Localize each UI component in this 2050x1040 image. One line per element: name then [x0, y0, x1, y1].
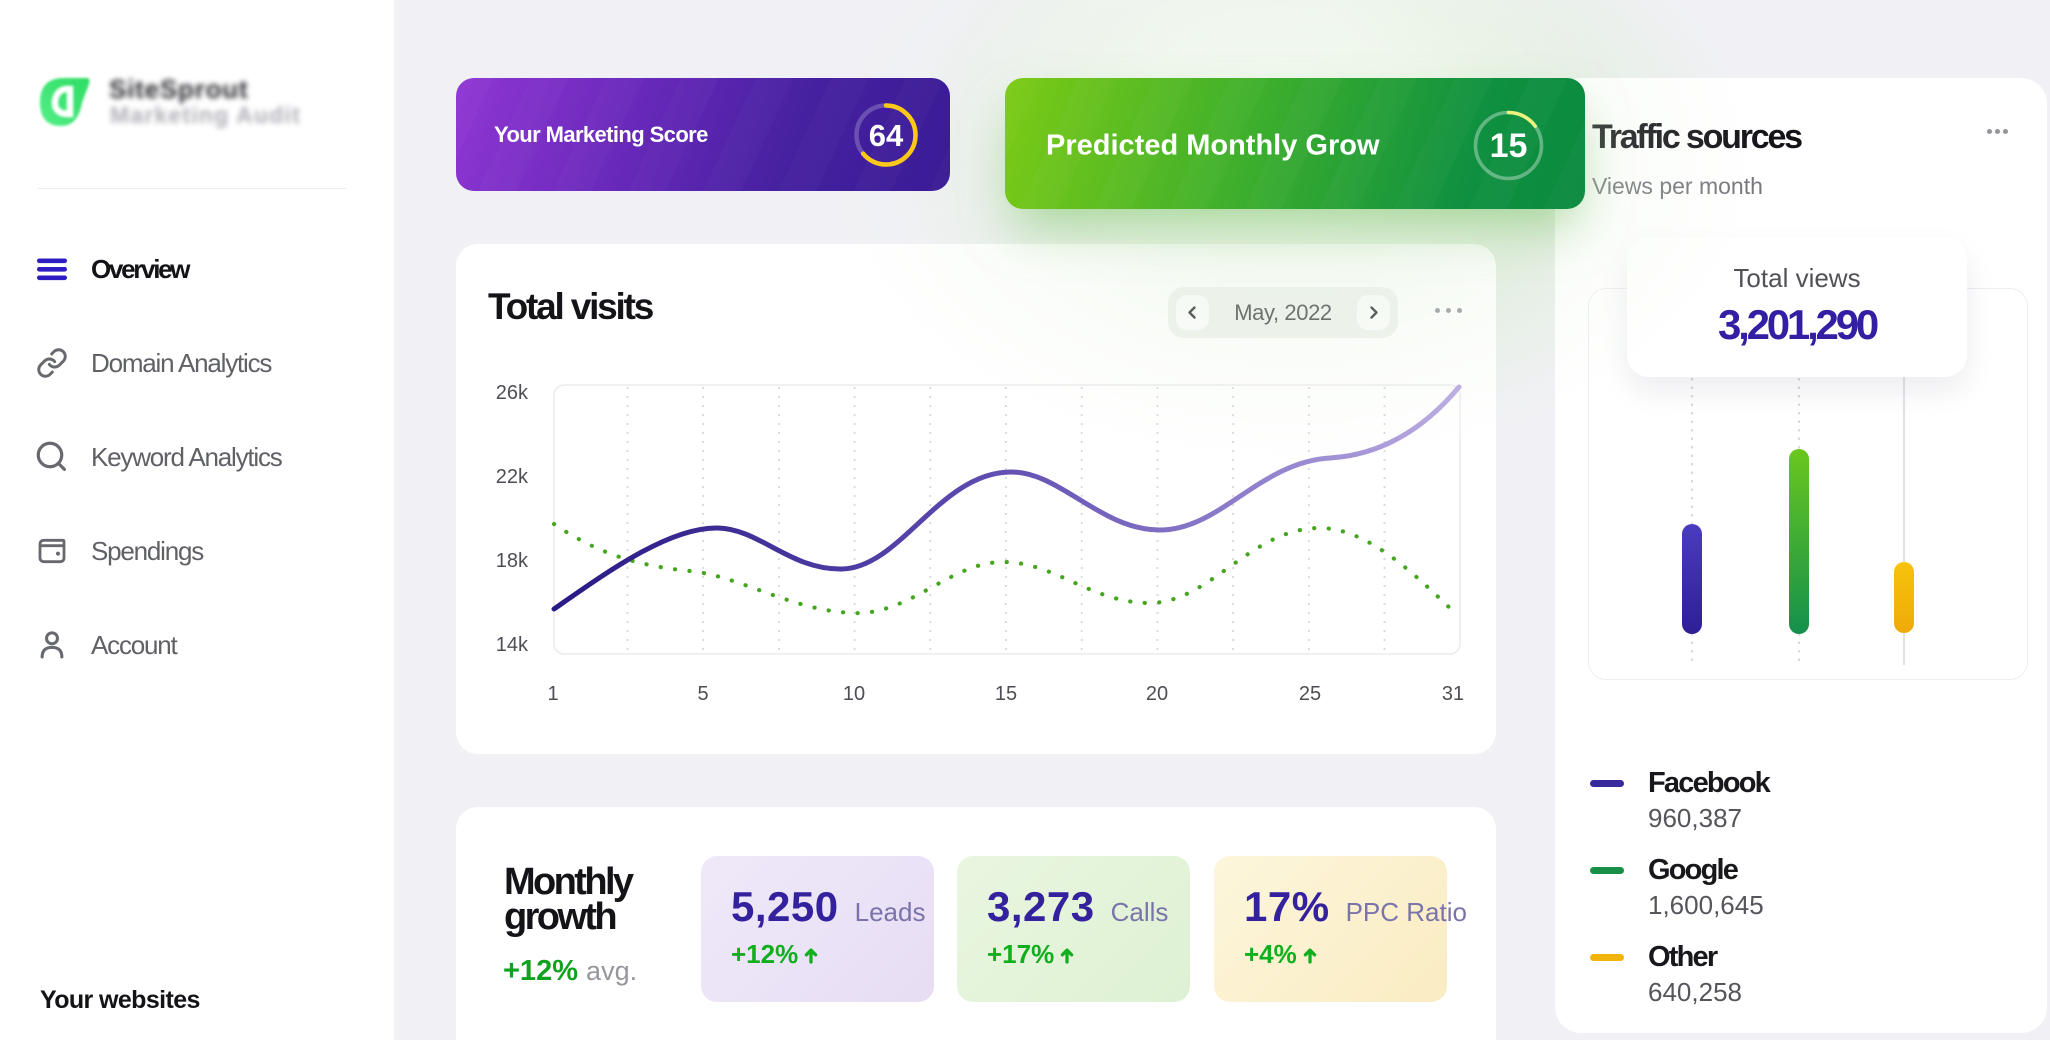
svg-text:20: 20 [1146, 683, 1168, 705]
svg-text:64: 64 [869, 118, 904, 153]
svg-text:10: 10 [843, 683, 865, 705]
svg-text:31: 31 [1442, 683, 1464, 705]
svg-text:18k: 18k [496, 550, 529, 572]
svg-text:14k: 14k [496, 634, 529, 656]
svg-text:15: 15 [995, 683, 1017, 705]
svg-text:22k: 22k [496, 466, 529, 488]
svg-text:1: 1 [547, 683, 558, 705]
svg-text:5: 5 [697, 683, 708, 705]
svg-text:25: 25 [1299, 683, 1321, 705]
svg-text:15: 15 [1490, 127, 1528, 165]
svg-text:26k: 26k [496, 382, 529, 404]
